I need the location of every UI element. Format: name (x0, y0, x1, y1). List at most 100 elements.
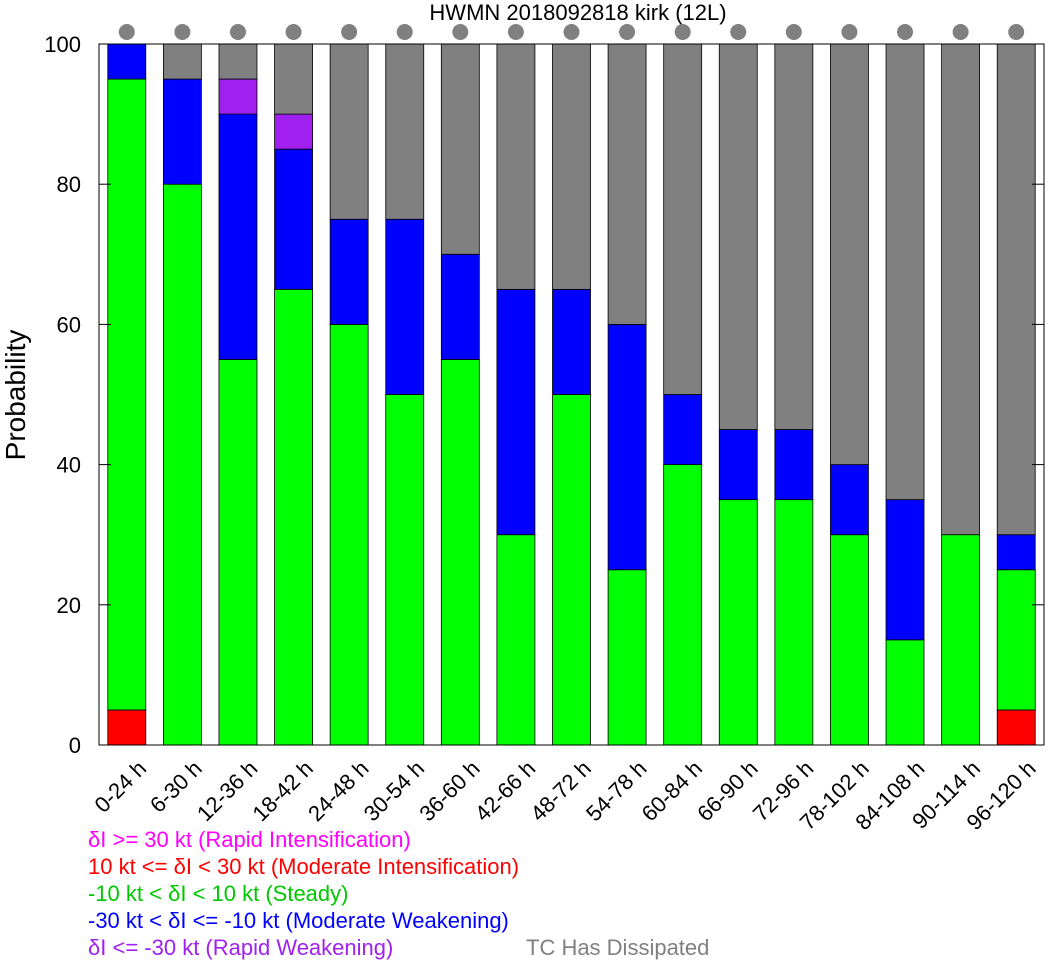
bar-segment-dissipated (941, 43, 981, 536)
y-tick-label: 40 (57, 453, 81, 478)
bar-segment-mi (996, 709, 1036, 746)
forecast-marker (1008, 24, 1025, 40)
bar-segment-mw (552, 288, 591, 395)
bar-segment-steady (440, 359, 480, 746)
bar-segment-steady (663, 464, 703, 746)
legend-item-rapid-intensification: δI >= 30 kt (Rapid Intensification) (88, 826, 519, 853)
bar-segment-steady (885, 639, 925, 746)
bar-segment-mi (107, 709, 147, 746)
bar-segment-mw (329, 218, 369, 325)
bar-segment-mw (218, 113, 258, 360)
y-tick-label: 60 (57, 312, 81, 337)
x-tick-label: 60-84 h (637, 756, 707, 826)
bar-segment-mw (162, 78, 202, 185)
plot-frame (98, 43, 1045, 746)
x-tick-label: 0-24 h (89, 756, 151, 818)
legend-label: -10 kt < δI < 10 kt (Steady) (88, 881, 349, 906)
bar-segment-steady (830, 534, 869, 746)
y-tick-label: 100 (44, 32, 81, 57)
bar-segment-dissipated (385, 43, 425, 220)
forecast-marker (229, 24, 246, 40)
bar-segment-steady (552, 394, 591, 746)
legend-item-rapid-weakening: δI <= -30 kt (Rapid Weakening) TC Has Di… (88, 934, 709, 961)
legend-item-moderate-intensification: 10 kt <= δI < 30 kt (Moderate Intensific… (88, 853, 519, 880)
forecast-marker (619, 24, 636, 40)
legend-label: δI >= 30 kt (Rapid Intensification) (88, 827, 411, 852)
forecast-marker (730, 24, 747, 40)
forecast-marker (174, 24, 191, 40)
bar-segment-steady (162, 183, 202, 746)
forecast-marker (118, 24, 135, 40)
forecast-marker (341, 24, 358, 40)
y-tick-label: 20 (57, 593, 81, 618)
bar-segment-dissipated (496, 43, 536, 290)
bar-segment-dissipated (440, 43, 480, 255)
forecast-marker (507, 24, 524, 40)
forecast-marker (897, 24, 914, 40)
bar-segment-dissipated (162, 43, 202, 80)
bar-segment-dissipated (607, 43, 647, 325)
bar-segment-dissipated (885, 43, 925, 501)
bar-segment-mw (718, 429, 758, 501)
legend-label: -30 kt < δI <= -10 kt (Moderate Weakenin… (88, 908, 509, 933)
bar-segment-dissipated (663, 43, 703, 395)
x-tick-label: 42-66 h (470, 756, 540, 826)
legend-item-moderate-weakening: -30 kt < δI <= -10 kt (Moderate Weakenin… (88, 907, 519, 934)
bar-segment-dissipated (329, 43, 369, 220)
bar-segment-steady (274, 288, 313, 746)
bar-segment-steady (218, 359, 258, 746)
bar-segment-mw (885, 499, 925, 641)
x-tick-label: 18-42 h (248, 756, 318, 826)
x-tick-label: 24-48 h (303, 756, 373, 826)
bar-segment-dissipated (274, 43, 313, 115)
bar-segment-steady (496, 534, 536, 746)
legend-item-dissipated: TC Has Dissipated (526, 935, 710, 960)
bar-segment-dissipated (830, 43, 869, 466)
legend-label: δI <= -30 kt (Rapid Weakening) (88, 935, 394, 960)
bar-segment-mw (274, 148, 313, 290)
y-axis-label: Probability (0, 330, 31, 461)
forecast-marker (785, 24, 802, 40)
bars-group (107, 43, 1036, 746)
legend: δI >= 30 kt (Rapid Intensification) 10 k… (88, 826, 709, 961)
bar-segment-steady (329, 323, 369, 746)
bar-segment-mw (440, 253, 480, 360)
bar-segment-mw (996, 534, 1036, 571)
bar-segment-mw (607, 323, 647, 571)
x-tick-label: 48-72 h (525, 756, 595, 826)
x-tick-label: 36-60 h (414, 756, 484, 826)
forecast-marker (563, 24, 580, 40)
bar-segment-mw (107, 43, 147, 80)
bar-segment-mw (385, 218, 425, 395)
x-tick-label: 66-90 h (692, 756, 762, 826)
bar-segment-steady (774, 499, 814, 746)
bar-segment-mw (663, 394, 703, 465)
legend-label: 10 kt <= δI < 30 kt (Moderate Intensific… (88, 854, 520, 879)
bar-segment-mw (496, 288, 536, 536)
y-tick-label: 0 (69, 733, 81, 758)
bar-segment-dissipated (552, 43, 591, 290)
bar-segment-dissipated (996, 43, 1036, 536)
bar-segment-dissipated (718, 43, 758, 430)
forecast-marker (452, 24, 469, 40)
forecast-marker (674, 24, 691, 40)
bar-segment-steady (718, 499, 758, 746)
bar-segment-mw (774, 429, 814, 501)
bar-segment-dissipated (218, 43, 258, 80)
y-tick-label: 80 (57, 172, 81, 197)
legend-item-steady: -10 kt < δI < 10 kt (Steady) (88, 880, 519, 907)
bar-segment-steady (107, 78, 147, 711)
markers-group (118, 24, 1025, 40)
x-tick-label: 54-78 h (581, 756, 651, 826)
bar-segment-mw (830, 464, 869, 536)
bar-segment-rw2 (218, 78, 258, 115)
x-tick-label: 12-36 h (192, 756, 262, 826)
bar-segment-dissipated (774, 43, 814, 430)
bar-segment-steady (996, 569, 1036, 711)
bar-segment-steady (607, 569, 647, 746)
forecast-marker (952, 24, 969, 40)
bar-segment-steady (385, 394, 425, 746)
forecast-marker (285, 24, 302, 40)
forecast-marker (396, 24, 413, 40)
